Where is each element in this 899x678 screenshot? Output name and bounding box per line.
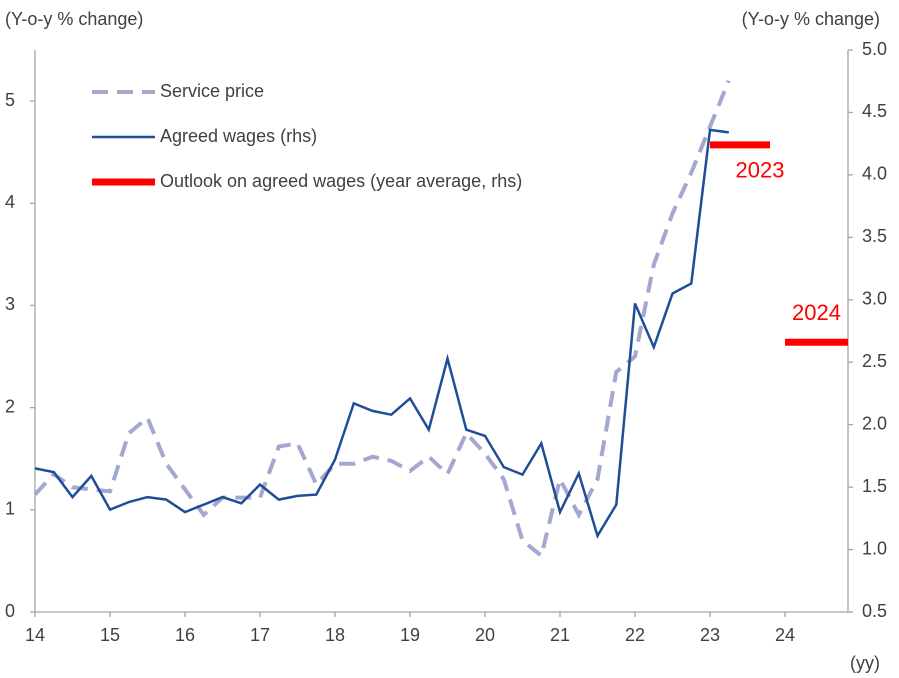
y2-tick-label: 1.5 [862,476,887,496]
annotation: 2023 [736,158,785,183]
y-tick-label: 0 [5,601,15,621]
y2-tick-label: 5.0 [862,39,887,59]
y2-tick-label: 4.0 [862,164,887,184]
y2-axis-title: (Y-o-y % change) [742,9,880,29]
annotation: 2024 [792,300,841,325]
x-tick-label: 22 [625,625,645,645]
x-tick-label: 21 [550,625,570,645]
x-tick-label: 20 [475,625,495,645]
x-tick-label: 16 [175,625,195,645]
x-tick-label: 19 [400,625,420,645]
y-tick-label: 3 [5,294,15,314]
series-line [33,79,731,560]
y-tick-label: 1 [5,499,15,519]
x-tick-label: 23 [700,625,720,645]
x-axis-title: (yy) [850,653,880,673]
y-tick-label: 4 [5,192,15,212]
series-line [34,128,729,539]
x-tick-label: 14 [25,625,45,645]
y2-tick-label: 4.5 [862,101,887,121]
x-tick-label: 24 [775,625,795,645]
y-axis-title: (Y-o-y % change) [5,9,143,29]
y2-tick-label: 0.5 [862,601,887,621]
x-tick-label: 15 [100,625,120,645]
x-tick-label: 18 [325,625,345,645]
y2-tick-label: 3.0 [862,289,887,309]
y2-tick-label: 1.0 [862,538,887,558]
y2-tick-label: 3.5 [862,226,887,246]
legend-label: Agreed wages (rhs) [160,126,317,146]
y-tick-label: 5 [5,90,15,110]
legend-label: Outlook on agreed wages (year average, r… [160,171,522,191]
series-line [710,141,848,346]
legend-label: Service price [160,81,264,101]
y2-tick-label: 2.0 [862,413,887,433]
y-tick-label: 2 [5,396,15,416]
x-tick-label: 17 [250,625,270,645]
y2-tick-label: 2.5 [862,351,887,371]
